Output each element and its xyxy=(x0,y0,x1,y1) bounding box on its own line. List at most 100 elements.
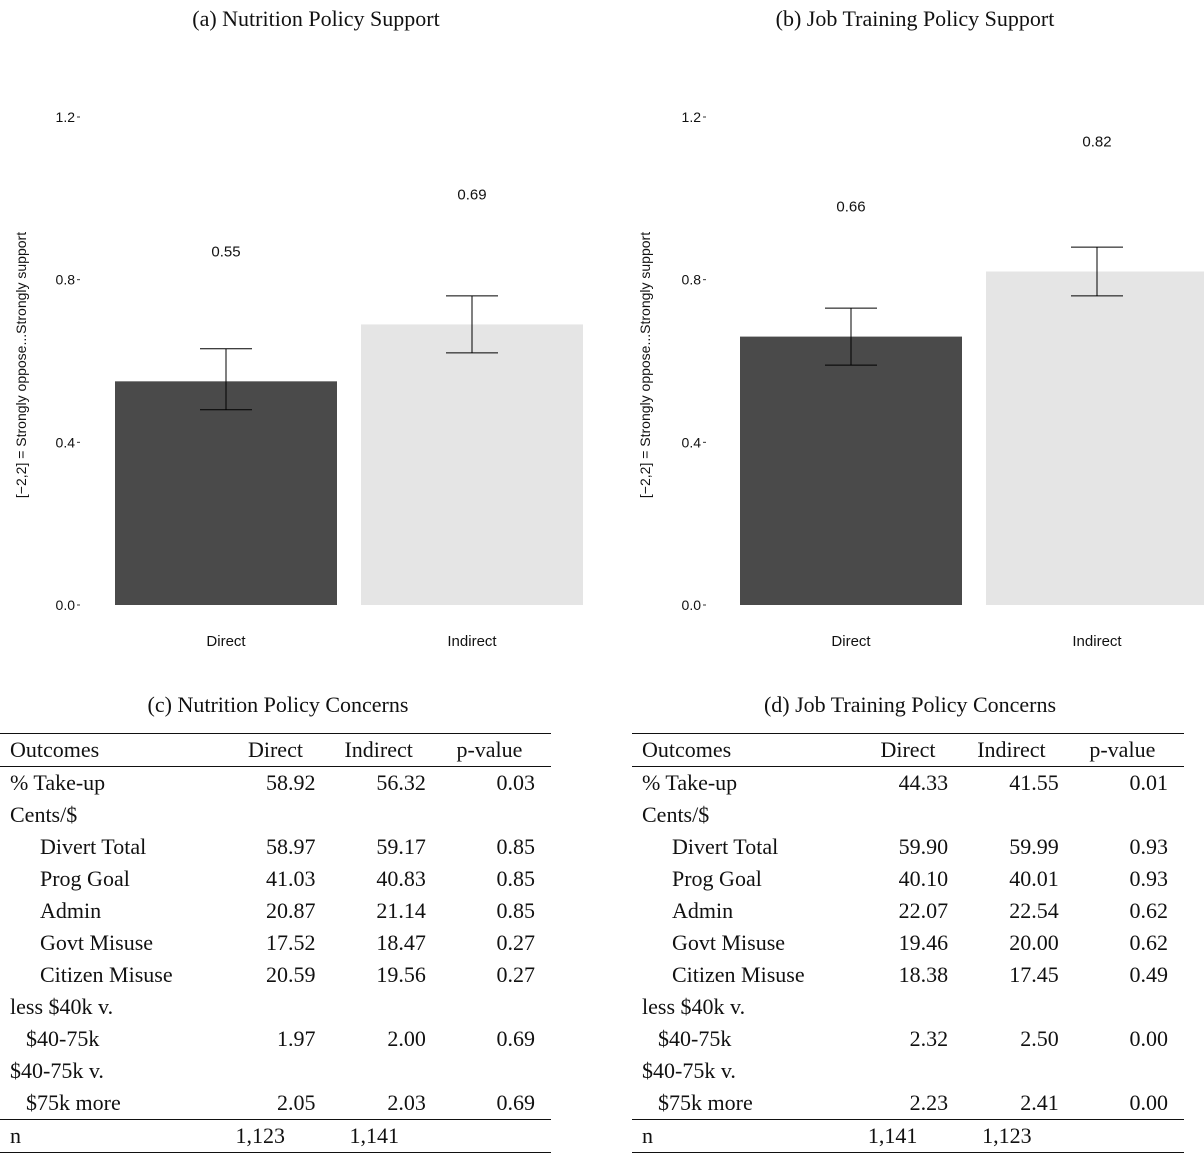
table-cell xyxy=(330,1055,442,1087)
table-d: Outcomes Direct Indirect p-value % Take-up 44… xyxy=(632,733,1184,1153)
bar-indirect xyxy=(361,324,583,605)
table-cell: 41.55 xyxy=(1009,770,1059,795)
table-cell: 19.46 xyxy=(898,930,949,955)
table-cell: 21.14 xyxy=(376,898,426,923)
data-label: 0.66 xyxy=(836,199,865,216)
table-cell: 59.99 xyxy=(1009,834,1059,859)
table-cell xyxy=(962,1055,1075,1087)
table-row: Divert Total 59.90 59.99 0.93 xyxy=(632,831,1184,863)
x-category-label: Direct xyxy=(206,633,246,650)
table-cell: 18.38 xyxy=(898,962,949,987)
table-cell xyxy=(1075,1055,1184,1087)
table-cell: 0.00 xyxy=(1129,1090,1169,1115)
table-cell: 2.05 xyxy=(277,1090,316,1115)
table-cell xyxy=(1075,991,1184,1023)
table-row: n 1,141 1,123 xyxy=(632,1119,1184,1153)
row-label: Divert Total xyxy=(672,834,779,859)
row-label: Prog Goal xyxy=(40,866,130,891)
table-cell: 0.85 xyxy=(496,898,536,923)
data-label: 0.55 xyxy=(211,243,240,260)
y-tick-label: 0.8 xyxy=(682,272,702,288)
y-tick-label: 0.8 xyxy=(56,272,76,288)
row-label: n xyxy=(632,1119,868,1153)
row-label: Cents/$ xyxy=(10,802,78,827)
table-cell: 19.56 xyxy=(376,962,426,987)
table-cell xyxy=(330,799,442,831)
table-row: Cents/$ xyxy=(0,799,551,831)
x-category-label: Indirect xyxy=(1072,633,1122,650)
row-label: $75k more xyxy=(26,1090,121,1115)
table-cell: 0.00 xyxy=(1129,1026,1169,1051)
table-row: Cents/$ xyxy=(632,799,1184,831)
table-cell xyxy=(1074,1119,1184,1153)
table-cell xyxy=(442,1055,551,1087)
row-label: Admin xyxy=(40,898,102,923)
table-cell xyxy=(235,991,329,1023)
table-cell: 2.32 xyxy=(909,1026,949,1051)
table-row: less $40k v. xyxy=(0,991,551,1023)
table-row: Citizen Misuse 20.59 19.56 0.27 xyxy=(0,959,551,991)
table-cell: 40.10 xyxy=(898,866,949,891)
table-c-title: (c) Nutrition Policy Concerns xyxy=(147,692,409,717)
table-cell: 0.27 xyxy=(496,930,536,955)
table-cell: 0.62 xyxy=(1129,898,1169,923)
x-category-label: Indirect xyxy=(447,633,497,650)
table-cell xyxy=(1075,799,1184,831)
table-cell: 18.47 xyxy=(376,930,426,955)
bar-indirect xyxy=(986,271,1204,605)
column-header: Indirect xyxy=(329,733,442,767)
row-label: % Take-up xyxy=(10,770,106,795)
row-label: Prog Goal xyxy=(672,866,762,891)
y-tick-label: 1.2 xyxy=(682,109,702,125)
table-cell: 17.52 xyxy=(266,930,316,955)
table-cell: 0.49 xyxy=(1129,962,1169,987)
table-row: Govt Misuse 19.46 20.00 0.62 xyxy=(632,927,1184,959)
row-label: $40-75k v. xyxy=(10,1058,104,1083)
table-cell: 1,141 xyxy=(329,1119,442,1153)
column-header: p-value xyxy=(441,733,551,767)
table-cell: 40.01 xyxy=(1009,866,1059,891)
table-cell xyxy=(442,991,551,1023)
column-header: Indirect xyxy=(962,733,1075,767)
chart-b: [−2,2] = Strongly oppose...Strongly supp… xyxy=(637,109,1204,650)
table-cell: 2.00 xyxy=(387,1026,426,1051)
table-row: Prog Goal 40.10 40.01 0.93 xyxy=(632,863,1184,895)
y-tick-label: 1.2 xyxy=(56,109,76,125)
table-header-row: Outcomes Direct Indirect p-value xyxy=(632,733,1184,767)
table-cell: 20.59 xyxy=(266,962,316,987)
chart-a: [−2,2] = Strongly oppose...Strongly supp… xyxy=(13,109,583,650)
table-row: $40-75k 2.32 2.50 0.00 xyxy=(632,1023,1184,1055)
table-cell: 20.87 xyxy=(266,898,316,923)
table-row: $40-75k v. xyxy=(0,1055,551,1087)
table-row: $40-75k v. xyxy=(632,1055,1184,1087)
table-cell: 59.90 xyxy=(898,834,949,859)
table-cell: 2.41 xyxy=(1020,1090,1059,1115)
y-tick-label: 0.0 xyxy=(682,597,702,613)
y-tick-label: 0.4 xyxy=(56,434,76,450)
table-d-title: (d) Job Training Policy Concerns xyxy=(763,692,1057,717)
row-label: $75k more xyxy=(658,1090,753,1115)
table-cell: 44.33 xyxy=(898,770,949,795)
row-label: % Take-up xyxy=(642,770,738,795)
table-cell: 0.27 xyxy=(496,962,536,987)
table-cell xyxy=(235,1055,329,1087)
y-tick-label: 0.4 xyxy=(682,434,702,450)
table-row: $40-75k 1.97 2.00 0.69 xyxy=(0,1023,551,1055)
table-cell: 58.97 xyxy=(266,834,316,859)
bar-direct xyxy=(115,381,337,605)
table-cell: 0.93 xyxy=(1129,834,1169,859)
data-label: 0.69 xyxy=(457,186,486,203)
table-cell: 40.83 xyxy=(376,866,426,891)
table-cell: 59.17 xyxy=(376,834,426,859)
row-label: $40-75k xyxy=(658,1026,732,1051)
table-row: % Take-up 44.33 41.55 0.01 xyxy=(632,767,1184,800)
table-cell: 0.62 xyxy=(1129,930,1169,955)
table-cell xyxy=(441,1119,551,1153)
table-cell: 1,123 xyxy=(235,1119,330,1153)
chart-a-title: (a) Nutrition Policy Support xyxy=(192,6,440,31)
table-cell: 22.54 xyxy=(1009,898,1059,923)
table-cell: 1.97 xyxy=(277,1026,316,1051)
table-row: Admin 20.87 21.14 0.85 xyxy=(0,895,551,927)
table-row: $75k more 2.23 2.41 0.00 xyxy=(632,1087,1184,1120)
table-cell: 0.01 xyxy=(1129,770,1169,795)
